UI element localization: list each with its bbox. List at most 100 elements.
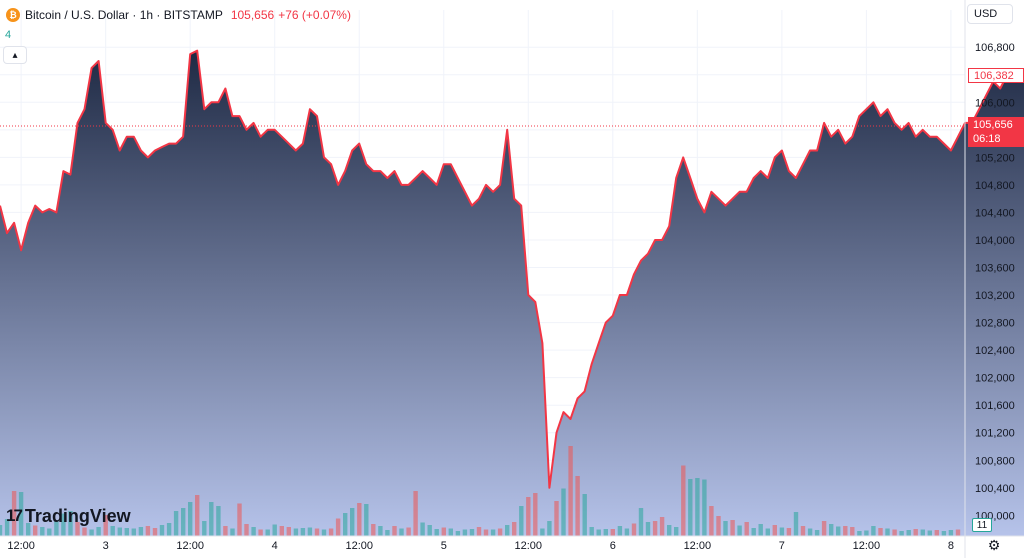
volume-bar	[61, 513, 66, 536]
y-tick-label: 102,800	[975, 318, 1015, 330]
volume-bar	[751, 528, 756, 536]
volume-bar	[138, 527, 144, 536]
volume-bar	[737, 525, 742, 536]
volume-bar	[716, 516, 721, 536]
currency-selector[interactable]: USD	[967, 4, 1013, 24]
volume-bar	[300, 528, 306, 536]
volume-bar	[800, 526, 806, 536]
tradingview-mark-icon: 17	[6, 506, 23, 525]
volume-bar	[934, 530, 939, 536]
x-tick-label: 4	[272, 540, 278, 552]
y-tick-label: 103,200	[975, 290, 1015, 302]
volume-bar	[68, 511, 73, 536]
volume-bar	[512, 522, 517, 536]
x-tick-label: 6	[610, 540, 616, 552]
volume-scale-badge: 11	[972, 518, 992, 532]
volume-bar	[244, 524, 249, 536]
volume-bar	[814, 530, 820, 536]
y-tick-label: 100,400	[975, 483, 1015, 495]
volume-bar	[561, 488, 566, 536]
volume-bar	[166, 523, 172, 536]
chevron-up-icon: ▴	[12, 49, 18, 61]
volume-bar	[75, 522, 80, 536]
volume-bar	[272, 524, 277, 536]
volume-bar	[230, 528, 235, 536]
volume-bar	[540, 528, 545, 536]
volume-bar	[427, 525, 432, 536]
volume-bar	[152, 528, 158, 536]
volume-bar	[188, 502, 193, 536]
symbol-legend[interactable]: ₿ Bitcoin / U.S. Dollar · 1h · BITSTAMP …	[6, 6, 351, 24]
volume-bar	[709, 506, 714, 536]
volume-bar	[195, 495, 200, 536]
volume-bar	[617, 526, 623, 536]
y-tick-label: 104,000	[975, 235, 1015, 247]
volume-bar	[0, 525, 3, 536]
symbol-title[interactable]: Bitcoin / U.S. Dollar · 1h · BITSTAMP	[25, 8, 223, 22]
volume-bar	[631, 523, 637, 536]
volume-bar	[469, 529, 475, 536]
volume-bar	[286, 527, 291, 536]
y-tick-label: 104,800	[975, 180, 1015, 192]
volume-bar	[110, 526, 115, 536]
volume-bar	[568, 446, 573, 536]
volume-bar	[582, 494, 587, 536]
volume-bar	[603, 529, 608, 536]
volume-bar	[885, 528, 890, 536]
volume-bar	[343, 513, 348, 536]
volume-bar	[779, 527, 785, 536]
volume-bar	[258, 529, 263, 536]
y-tick-label: 101,600	[975, 400, 1015, 412]
volume-bar	[462, 529, 468, 536]
price-area-fill	[0, 50, 1024, 536]
tradingview-logo[interactable]: 17 TradingView	[6, 505, 131, 527]
volume-bar	[519, 506, 524, 536]
volume-bar	[659, 517, 665, 536]
volume-bars	[0, 446, 961, 536]
volume-bar	[829, 524, 834, 536]
volume-bar	[927, 530, 932, 536]
volume-bar	[293, 528, 299, 536]
volume-bar	[159, 525, 165, 536]
volume-indicator-value: 4	[5, 29, 12, 41]
collapse-legend-button[interactable]: ▴	[3, 46, 27, 64]
volume-bar	[667, 525, 672, 536]
volume-bar	[526, 497, 531, 536]
volume-bar	[82, 527, 87, 536]
volume-bar	[941, 531, 947, 536]
gear-icon[interactable]: ⚙	[987, 537, 1001, 553]
current-price-badge: 105,656 06:18	[968, 117, 1024, 147]
volume-bar	[216, 506, 221, 536]
volume-bar	[892, 529, 897, 536]
volume-bar	[237, 503, 242, 536]
x-tick-label: 12:00	[684, 540, 712, 552]
x-tick-label: 12:00	[515, 540, 543, 552]
volume-bar	[328, 528, 334, 536]
volume-bar	[702, 479, 707, 536]
y-tick-label: 103,600	[975, 263, 1015, 275]
volume-bar	[843, 526, 848, 536]
volume-bar	[821, 521, 827, 536]
volume-bar	[899, 531, 904, 536]
volume-bar	[688, 479, 693, 536]
volume-bar	[575, 476, 580, 536]
price-series-line	[0, 49, 1024, 489]
tradingview-wordmark: TradingView	[24, 505, 131, 526]
volume-bar	[645, 522, 651, 536]
volume-bar	[173, 511, 179, 536]
volume-bar	[723, 521, 728, 536]
last-visible-price-badge: 106,382	[968, 68, 1024, 83]
x-tick-label: 12:00	[176, 540, 204, 552]
legend-change: +76 (+0.07%)	[278, 8, 351, 22]
volume-bar	[758, 524, 763, 536]
volume-bar	[378, 526, 383, 536]
volume-bar	[850, 527, 855, 536]
volume-bar	[18, 492, 24, 536]
volume-bar	[406, 527, 411, 536]
volume-bar	[181, 508, 186, 536]
x-tick-label: 3	[103, 540, 109, 552]
y-tick-label: 101,200	[975, 428, 1015, 440]
volume-bar	[399, 528, 404, 536]
volume-bar	[836, 526, 841, 536]
